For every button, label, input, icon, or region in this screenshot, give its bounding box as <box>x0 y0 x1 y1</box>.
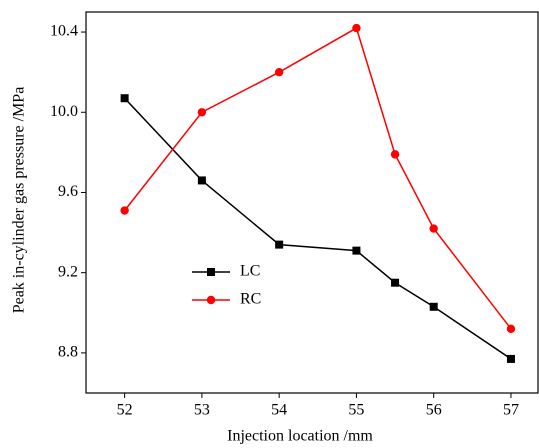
legend-marker <box>206 295 216 305</box>
x-tick-label: 57 <box>503 402 519 419</box>
x-tick-label: 55 <box>348 402 364 419</box>
x-tick-label: 54 <box>271 402 287 419</box>
y-tick-label: 9.2 <box>58 263 78 280</box>
x-tick-label: 56 <box>426 402 442 419</box>
y-tick-label: 10.4 <box>50 23 78 40</box>
data-point <box>120 94 129 103</box>
x-tick-label: 52 <box>117 402 133 419</box>
data-point <box>429 224 438 233</box>
x-axis-label: Injection location /mm <box>227 428 373 445</box>
y-tick-label: 8.8 <box>58 344 78 361</box>
y-tick-label: 10.0 <box>50 103 78 120</box>
data-point <box>429 302 438 311</box>
x-tick-label: 53 <box>194 402 210 419</box>
legend-label: RC <box>240 291 261 308</box>
data-point <box>506 354 515 363</box>
data-point <box>391 278 400 287</box>
legend-label: LC <box>240 263 260 280</box>
data-point <box>390 150 400 159</box>
data-point <box>197 108 207 117</box>
y-axis-label: Peak in-cylinder gas pressure /MPa <box>11 87 28 314</box>
data-point <box>352 246 361 255</box>
data-point <box>275 240 284 249</box>
series-line <box>124 26 512 330</box>
plot-frame <box>85 11 539 394</box>
data-point <box>120 206 129 215</box>
legend-marker <box>207 268 215 276</box>
data-point <box>274 67 284 77</box>
y-tick-label: 9.6 <box>58 183 78 200</box>
data-point <box>197 176 206 185</box>
data-point <box>506 324 516 334</box>
data-point <box>352 23 361 33</box>
